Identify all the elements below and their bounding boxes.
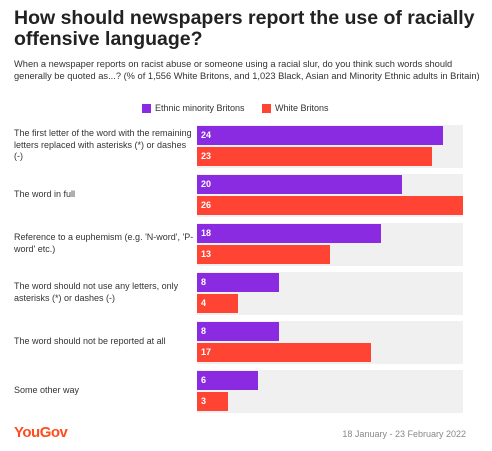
data-label: 6: [201, 375, 207, 385]
fieldwork-dates: 18 January - 23 February 2022: [342, 429, 466, 439]
category-label: Reference to a euphemism (e.g. 'N-word',…: [14, 232, 194, 254]
legend-item-white: White Britons: [262, 103, 329, 113]
data-label: 20: [201, 179, 212, 189]
bar: [197, 224, 381, 243]
data-label: 3: [201, 396, 207, 406]
legend-swatch-ethnic-minority: [142, 103, 151, 113]
data-label: 23: [201, 151, 212, 161]
bar: [197, 322, 279, 341]
data-label: 26: [201, 200, 212, 210]
data-label: 13: [201, 249, 212, 259]
legend-label-white: White Britons: [275, 103, 329, 113]
bar: [197, 147, 432, 166]
data-label: 8: [201, 277, 207, 287]
data-label: 4: [201, 298, 207, 308]
data-label: 17: [201, 347, 212, 357]
category-label: The word should not be reported at all: [14, 335, 166, 346]
legend-label-ethnic-minority: Ethnic minority Britons: [155, 103, 245, 113]
data-label: 8: [201, 326, 207, 336]
legend-item-ethnic-minority: Ethnic minority Britons: [142, 103, 245, 113]
bar: [197, 175, 402, 194]
bar: [197, 392, 228, 411]
bar: [197, 371, 258, 390]
chart-subtitle: When a newspaper reports on racist abuse…: [14, 59, 480, 81]
bar: [197, 273, 279, 292]
category-label: The first letter of the word with the re…: [14, 128, 192, 162]
chart-title: How should newspapers report the use of …: [14, 7, 475, 50]
bar: [197, 294, 238, 313]
legend-swatch-white: [262, 103, 271, 113]
bar: [197, 245, 330, 264]
legend: Ethnic minority Britons White Britons: [0, 103, 492, 115]
data-label: 18: [201, 228, 212, 238]
yougov-logo: YouGov: [14, 424, 68, 441]
bar: [197, 126, 443, 145]
data-label: 24: [201, 130, 212, 140]
category-label: The word should not use any letters, onl…: [14, 281, 179, 303]
category-label: The word in full: [14, 188, 76, 199]
bar: [197, 196, 463, 215]
category-label: Some other way: [14, 384, 80, 395]
bar: [197, 343, 371, 362]
